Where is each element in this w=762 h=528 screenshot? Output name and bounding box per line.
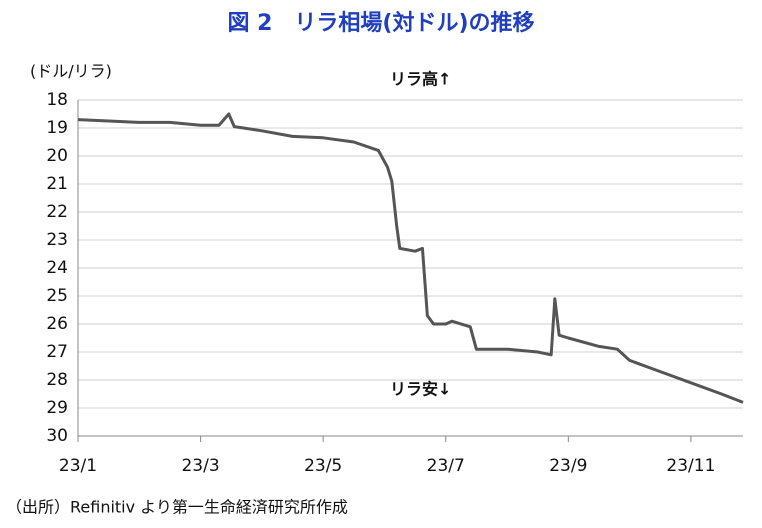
y-tick-label: 24 bbox=[46, 258, 68, 278]
y-tick-label: 26 bbox=[46, 314, 68, 334]
x-tick-label: 23/9 bbox=[549, 456, 587, 476]
y-tick-label: 30 bbox=[46, 426, 68, 446]
x-tick-label: 23/11 bbox=[666, 456, 715, 476]
source-note: （出所）Refinitiv より第一生命経済研究所作成 bbox=[6, 498, 348, 517]
annotation: リラ高↑ bbox=[390, 70, 451, 89]
y-tick-label: 28 bbox=[46, 370, 68, 390]
y-tick-label: 19 bbox=[46, 118, 68, 138]
y-tick-label: 29 bbox=[46, 398, 68, 418]
y-tick-label: 25 bbox=[46, 286, 68, 306]
x-tick-label: 23/3 bbox=[181, 456, 219, 476]
chart-title: 図 2 リラ相場(対ドル)の推移 bbox=[227, 10, 534, 36]
y-tick-label: 22 bbox=[46, 202, 68, 222]
y-tick-label: 20 bbox=[46, 146, 68, 166]
y-tick-label: 27 bbox=[46, 342, 68, 362]
x-tick-label: 23/5 bbox=[304, 456, 342, 476]
x-tick-label: 23/1 bbox=[59, 456, 97, 476]
y-axis-label: (ドル/リラ) bbox=[30, 62, 112, 81]
y-tick-label: 21 bbox=[46, 174, 68, 194]
y-tick-label: 18 bbox=[46, 90, 68, 110]
x-tick-label: 23/7 bbox=[427, 456, 465, 476]
data-line bbox=[77, 112, 744, 404]
y-tick-label: 23 bbox=[46, 230, 68, 250]
annotation: リラ安↓ bbox=[390, 380, 451, 399]
